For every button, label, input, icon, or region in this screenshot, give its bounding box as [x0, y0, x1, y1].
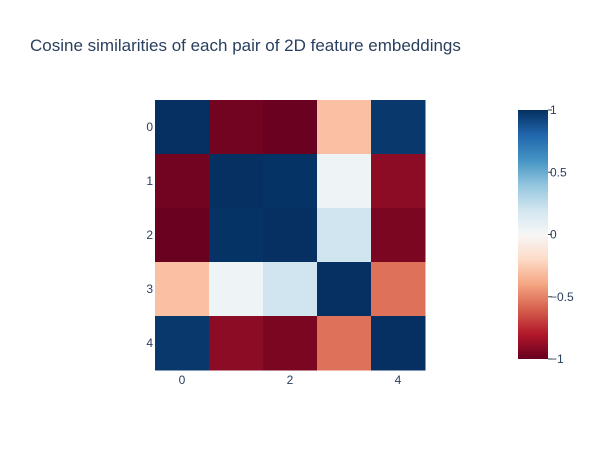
heatmap-cell-2-4 [371, 208, 426, 263]
heatmap-cell-2-3 [317, 208, 372, 263]
heatmap-cell-1-1 [209, 154, 264, 209]
y-tick-label: 4 [146, 336, 153, 350]
heatmap-cell-4-3 [317, 316, 372, 371]
heatmap-cell-3-3 [317, 262, 372, 317]
colorbar-tick-label: −0.5 [550, 290, 574, 304]
heatmap-cell-0-4 [371, 100, 426, 155]
heatmap-cell-2-0 [155, 208, 210, 263]
heatmap-cell-4-2 [263, 316, 318, 371]
heatmap-cell-4-1 [209, 316, 264, 371]
x-tick-label: 0 [179, 373, 186, 387]
heatmap-cell-1-4 [371, 154, 426, 209]
y-axis-ticks: 0 1 2 3 4 [146, 120, 153, 350]
heatmap-cell-3-2 [263, 262, 318, 317]
colorbar-tick-label: 0 [550, 228, 557, 242]
heatmap-cell-1-2 [263, 154, 318, 209]
x-axis-ticks: 0 2 4 [179, 373, 402, 387]
heatmap-cell-3-4 [371, 262, 426, 317]
heatmap-cell-0-0 [155, 100, 210, 155]
colorbar [518, 110, 548, 359]
heatmap-cell-3-0 [155, 262, 210, 317]
x-tick-label: 2 [287, 373, 294, 387]
heatmap-cell-1-3 [317, 154, 372, 209]
heatmap-cell-2-2 [263, 208, 318, 263]
colorbar-tick-label: −1 [550, 352, 564, 366]
y-tick-label: 1 [146, 174, 153, 188]
y-tick-label: 2 [146, 228, 153, 242]
heatmap-cell-0-2 [263, 100, 318, 155]
heatmap-cell-0-3 [317, 100, 372, 155]
colorbar-tick-label: 1 [550, 103, 557, 117]
heatmap-cell-4-0 [155, 316, 210, 371]
heatmap-cell-1-0 [155, 154, 210, 209]
y-tick-label: 3 [146, 282, 153, 296]
heatmap-cell-0-1 [209, 100, 264, 155]
colorbar-tick-label: 0.5 [550, 165, 567, 179]
heatmap-cell-4-4 [371, 316, 426, 371]
heatmap-cell-3-1 [209, 262, 264, 317]
colorbar-ticks: 1 0.5 0 −0.5 −1 [548, 103, 574, 366]
heatmap-cells [155, 100, 426, 371]
x-tick-label: 4 [395, 373, 402, 387]
chart-title: Cosine similarities of each pair of 2D f… [30, 36, 461, 55]
heatmap-cell-2-1 [209, 208, 264, 263]
y-tick-label: 0 [146, 120, 153, 134]
